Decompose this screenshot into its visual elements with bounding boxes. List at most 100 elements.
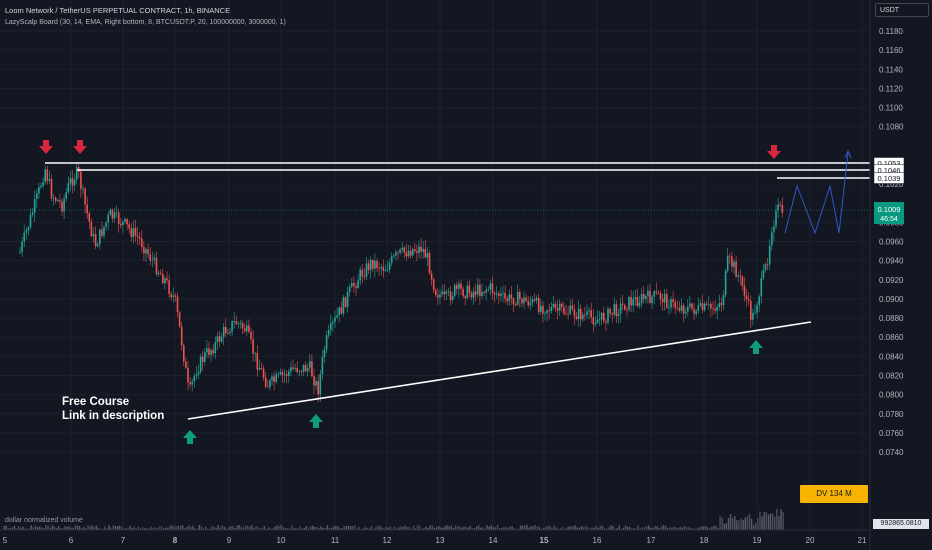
volume-bar [645, 526, 648, 530]
candle-body [197, 372, 200, 375]
volume-bar [564, 528, 566, 530]
volume-bar [551, 527, 553, 530]
volume-bar [526, 525, 528, 530]
candle-body [584, 314, 586, 316]
volume-bar [230, 526, 232, 530]
time-tick-label: 11 [331, 536, 340, 545]
candle-body [216, 336, 219, 343]
volume-bar [347, 525, 350, 530]
down-arrow-icon [73, 140, 87, 154]
candle-body [657, 292, 660, 294]
volume-bar [202, 528, 205, 530]
volume-bar [30, 525, 32, 530]
candle-body [495, 293, 498, 295]
candle-body [372, 259, 374, 269]
volume-bar [383, 528, 385, 530]
candle-body [306, 367, 309, 372]
candle-body [386, 269, 389, 271]
volume-bar [190, 526, 192, 530]
candle-body [332, 321, 334, 324]
time-axis[interactable]: 5 6 7 8 9 10 11 12 13 14 15 16 17 18 19 20 21 [3, 536, 867, 545]
price-tick-label: 0.1120 [879, 84, 903, 93]
volume-bar [629, 527, 631, 530]
volume-bar [406, 526, 408, 530]
candle-body [241, 322, 244, 329]
projection-path [784, 152, 849, 235]
candle-body [680, 305, 683, 311]
volume-bar [736, 520, 738, 530]
candle-body [418, 246, 420, 253]
candle-body [537, 298, 540, 312]
volume-bar [74, 525, 77, 530]
volume-bar [301, 528, 303, 530]
volume-bar [110, 527, 112, 530]
candle-body [199, 356, 202, 373]
candle-body [294, 367, 296, 369]
volume-bar [234, 528, 236, 530]
candle-body [632, 299, 634, 306]
volume-bar [337, 526, 339, 530]
volume-bar [410, 528, 413, 530]
volume-bar [108, 525, 110, 530]
candle-body [470, 293, 473, 298]
candle-body [361, 269, 364, 277]
volume-bar [444, 526, 446, 530]
candle-body [281, 372, 284, 376]
volume-bar [358, 526, 360, 530]
volume-bar [95, 525, 98, 530]
candle-body [720, 303, 723, 306]
volume-bar [540, 528, 543, 530]
candle-body [565, 313, 567, 315]
candle-body [260, 368, 263, 369]
price-tick-label: 0.1080 [879, 123, 904, 132]
volume-bar [543, 527, 545, 530]
volume-bar [608, 527, 610, 530]
candle-body [712, 308, 714, 310]
candle-body [750, 300, 752, 320]
candle-body [210, 350, 212, 356]
volume-bar [286, 528, 289, 530]
volume-bar [328, 528, 331, 530]
candle-body [222, 326, 225, 337]
candle-body [781, 205, 784, 213]
volume-bar [335, 525, 337, 530]
candle-body [630, 296, 632, 306]
candle-body [248, 325, 250, 332]
volume-bar [316, 527, 318, 530]
candle-body [699, 303, 702, 306]
volume-bar [28, 528, 30, 530]
volume-bar [305, 526, 308, 530]
volume-bar [272, 528, 274, 530]
volume-bar [530, 526, 532, 530]
volume-bar [186, 527, 188, 530]
volume-bar [360, 528, 362, 530]
candle-body [103, 226, 105, 236]
volume-bar [295, 528, 297, 530]
resistance-price-label: 0.1046 [878, 166, 901, 175]
volume-bar [547, 525, 549, 530]
volume-bar [456, 526, 459, 530]
candle-body [183, 345, 185, 362]
currency-button[interactable]: USDT [875, 3, 929, 17]
candle-body [479, 284, 481, 297]
volume-bar [627, 526, 629, 530]
candle-body [550, 306, 553, 311]
resistance-levels [0, 162, 870, 211]
candle-body [487, 289, 490, 291]
volume-bar [555, 527, 557, 530]
candle-body [246, 325, 248, 332]
candle-body [642, 293, 645, 300]
volume-bar [312, 525, 314, 530]
candle-body [340, 307, 343, 314]
candle-body [758, 296, 760, 306]
price-axis[interactable]: 0.1180 0.1160 0.1140 0.1120 0.1100 0.1080 0.10… [879, 27, 904, 457]
volume-bar [641, 527, 644, 530]
volume-bar [150, 526, 152, 530]
volume-bar [217, 525, 219, 530]
candle-body [73, 179, 76, 186]
candle-body [33, 199, 36, 213]
volume-bar [622, 527, 625, 530]
indicator-legend[interactable]: LazyScalp Board (30, 14, EMA, Right bott… [5, 19, 286, 26]
volume-bar [393, 526, 396, 530]
